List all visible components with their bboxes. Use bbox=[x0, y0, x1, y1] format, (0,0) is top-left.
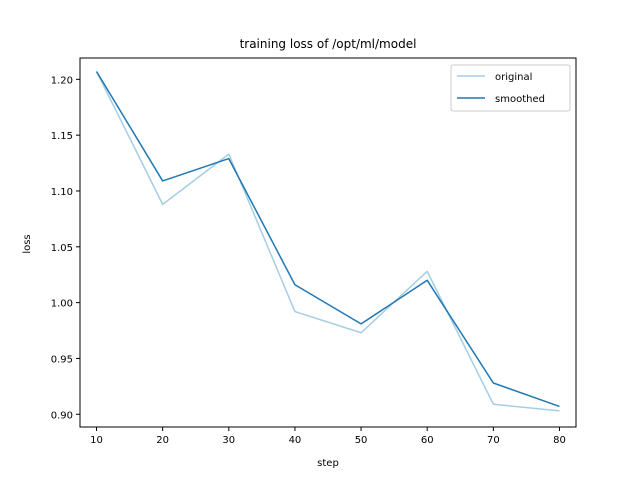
plot-area bbox=[95, 71, 560, 412]
x-tick-label: 20 bbox=[156, 435, 169, 446]
y-tick-label: 0.95 bbox=[51, 354, 73, 365]
axes: 10 20 30 40 50 60 70 80 0.90 0.95 1.00 1.05 1.10 1.15… bbox=[51, 57, 577, 446]
x-tick-label: 10 bbox=[90, 435, 103, 446]
legend: original smoothed bbox=[450, 64, 571, 112]
x-tick-label: 60 bbox=[421, 435, 434, 446]
x-tick-label: 30 bbox=[222, 435, 235, 446]
y-axis-label: loss bbox=[22, 234, 33, 253]
x-tick-label: 80 bbox=[553, 435, 566, 446]
y-tick-label: 1.20 bbox=[51, 75, 73, 86]
y-tick-label: 1.05 bbox=[51, 243, 73, 254]
y-tick-label: 1.10 bbox=[51, 187, 73, 198]
chart-title: training loss of /opt/ml/model bbox=[240, 37, 417, 51]
series-line-smoothed bbox=[95, 71, 560, 408]
y-tick-label: 0.90 bbox=[51, 410, 73, 421]
x-tick-label: 50 bbox=[355, 435, 368, 446]
y-tick-label: 1.00 bbox=[51, 299, 73, 310]
y-tick-label: 1.15 bbox=[51, 131, 73, 142]
x-tick-label: 70 bbox=[487, 435, 500, 446]
x-tick-label: 40 bbox=[289, 435, 302, 446]
axes-frame bbox=[79, 57, 577, 428]
legend-label-smoothed: smoothed bbox=[495, 94, 545, 105]
legend-label-original: original bbox=[495, 72, 532, 83]
series-line-original bbox=[95, 71, 560, 412]
x-axis-label: step bbox=[317, 458, 339, 469]
